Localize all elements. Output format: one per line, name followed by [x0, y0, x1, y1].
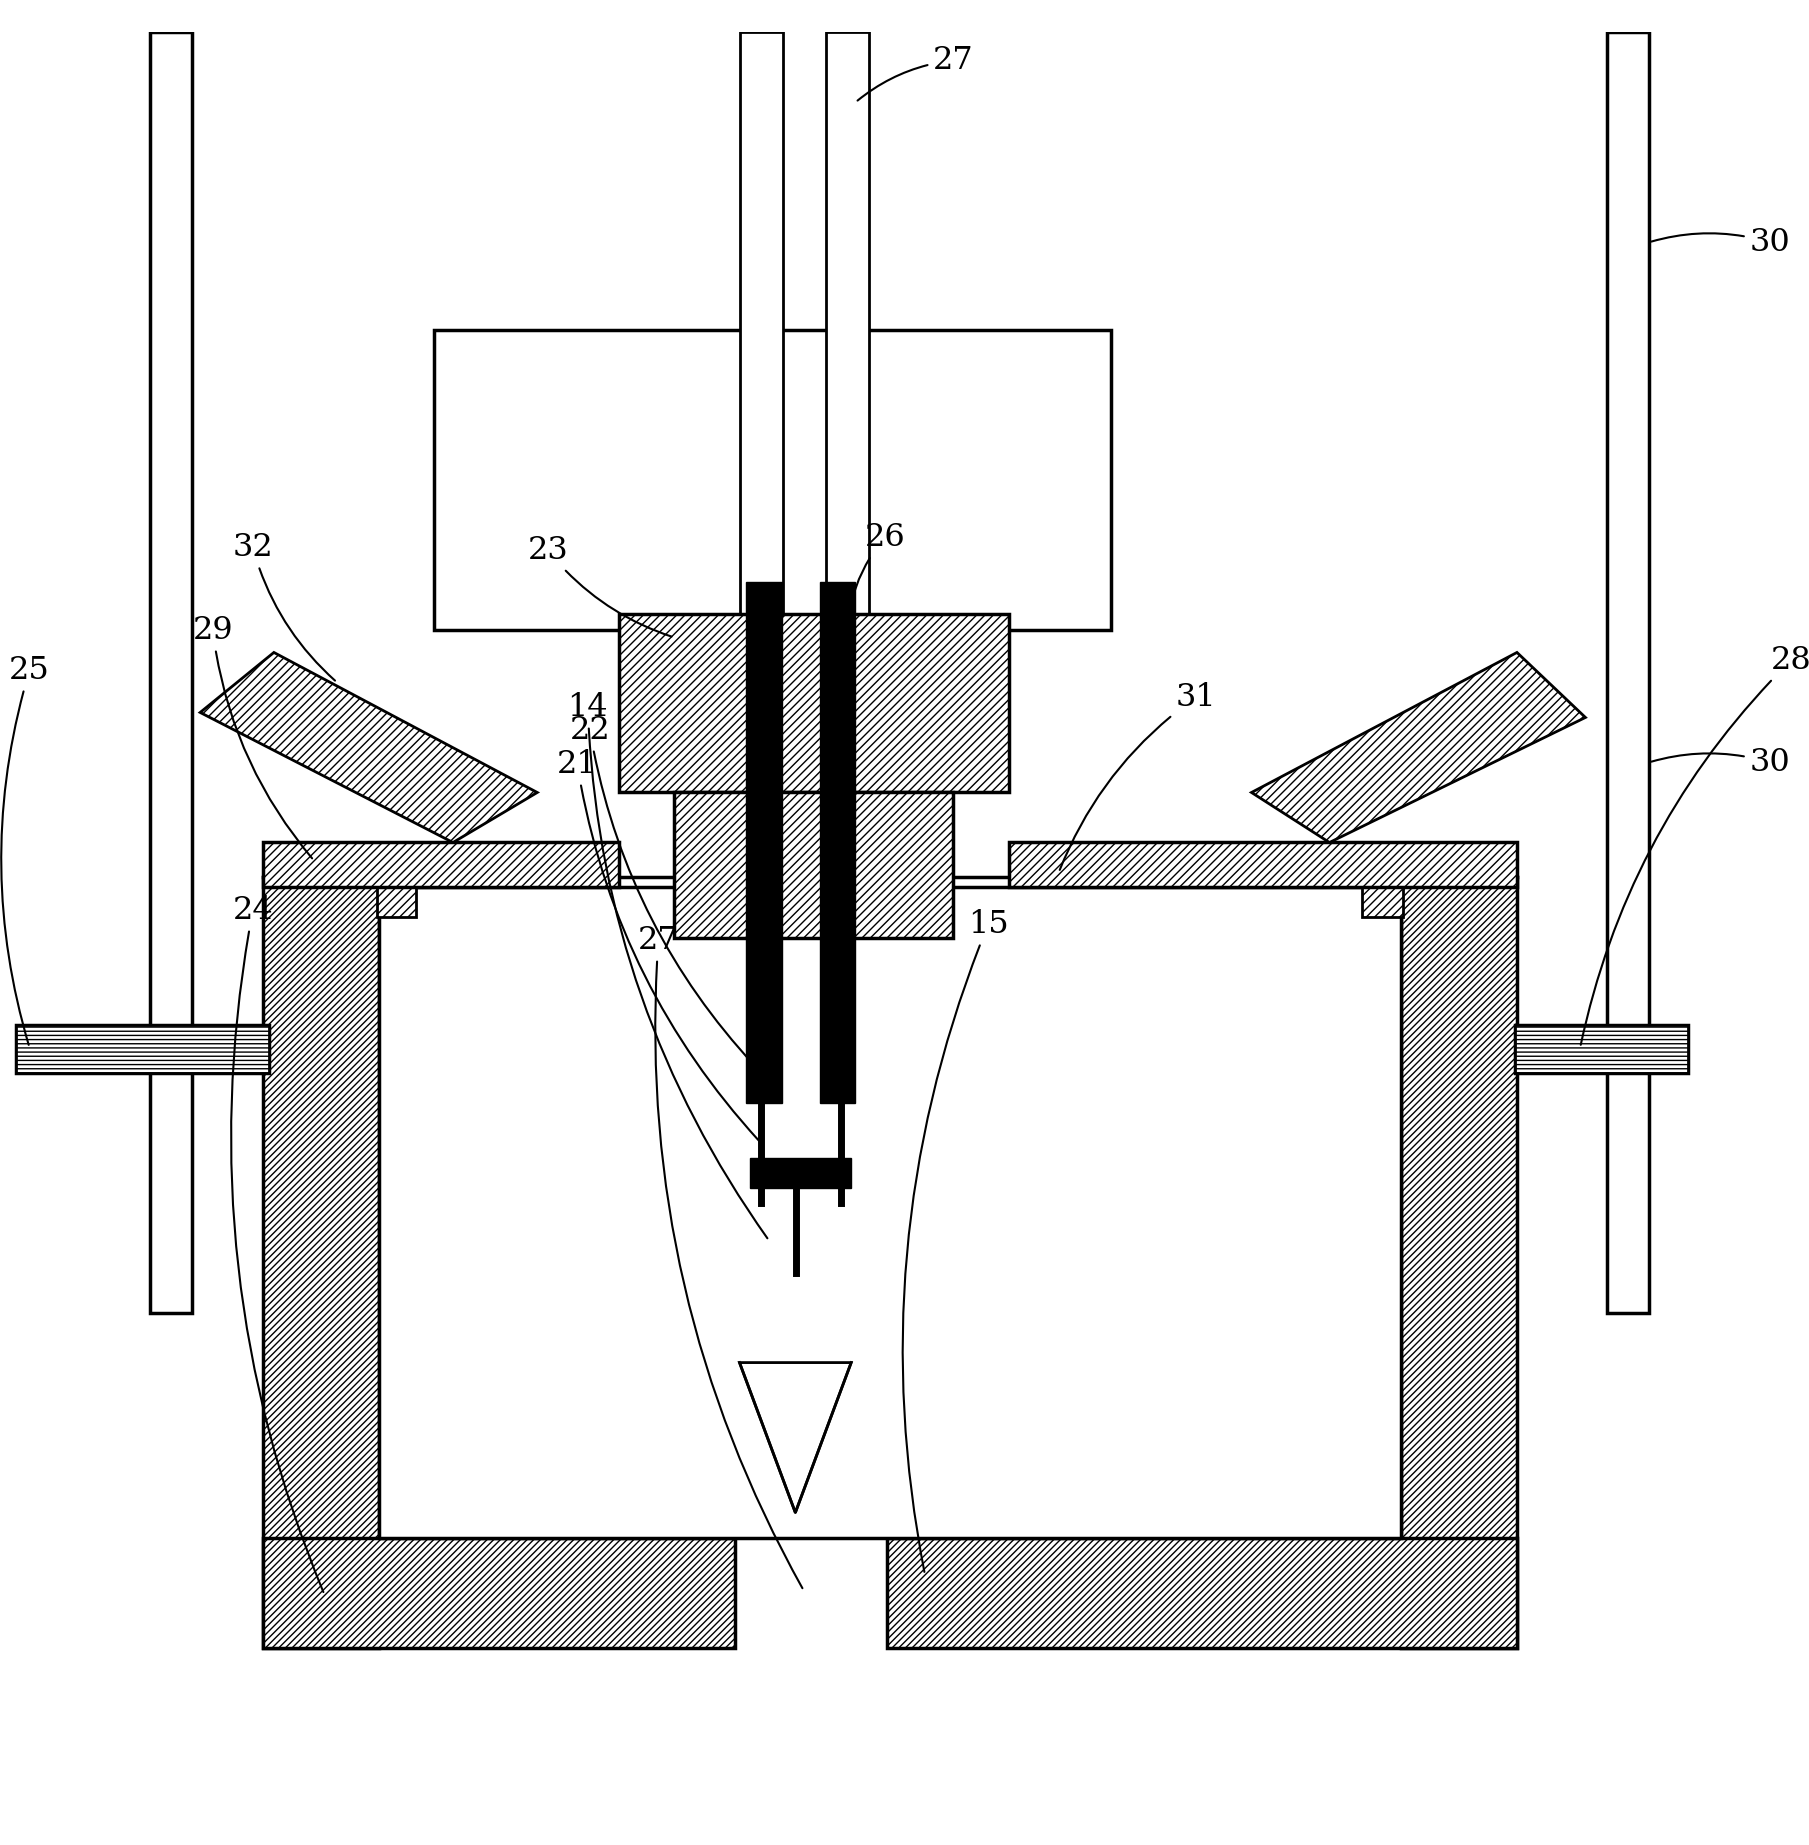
Bar — [264, 1537, 734, 1648]
Bar — [16, 1024, 268, 1072]
Bar — [434, 330, 1111, 631]
Text: 25: 25 — [2, 655, 51, 1044]
Bar — [675, 793, 953, 937]
Text: 28: 28 — [1581, 646, 1809, 1044]
Bar — [376, 878, 416, 917]
Bar — [745, 583, 781, 1103]
Bar — [16, 1024, 268, 1072]
Bar — [747, 793, 781, 937]
Bar — [1362, 878, 1404, 917]
Bar — [751, 1157, 852, 1188]
Bar — [619, 614, 1009, 793]
Polygon shape — [201, 653, 537, 843]
Bar — [819, 583, 856, 1103]
Bar — [1402, 878, 1518, 1648]
Bar — [150, 33, 192, 1312]
Bar — [1009, 843, 1518, 887]
Text: 32: 32 — [232, 531, 335, 681]
Bar — [1514, 1024, 1688, 1072]
Bar — [740, 33, 783, 642]
Text: 23: 23 — [528, 535, 671, 637]
Bar — [380, 887, 1402, 1537]
Text: 30: 30 — [1652, 227, 1791, 258]
Text: 21: 21 — [557, 749, 758, 1140]
Text: 27: 27 — [639, 924, 803, 1589]
Text: 27: 27 — [857, 44, 973, 101]
Text: 29: 29 — [192, 614, 313, 858]
Text: 31: 31 — [1060, 683, 1216, 869]
Bar — [827, 33, 868, 642]
Text: 15: 15 — [903, 910, 1008, 1572]
Bar — [1514, 1024, 1688, 1072]
Bar — [264, 843, 619, 887]
Text: 22: 22 — [570, 716, 754, 1066]
Text: 30: 30 — [1652, 747, 1791, 779]
Text: 24: 24 — [232, 895, 324, 1592]
Bar — [821, 793, 856, 937]
Polygon shape — [740, 1363, 852, 1513]
Bar — [1606, 33, 1648, 1312]
Bar — [886, 1537, 1518, 1648]
Text: 14: 14 — [568, 692, 767, 1238]
Bar — [264, 878, 380, 1648]
Polygon shape — [1252, 653, 1585, 843]
Text: 26: 26 — [848, 522, 904, 618]
